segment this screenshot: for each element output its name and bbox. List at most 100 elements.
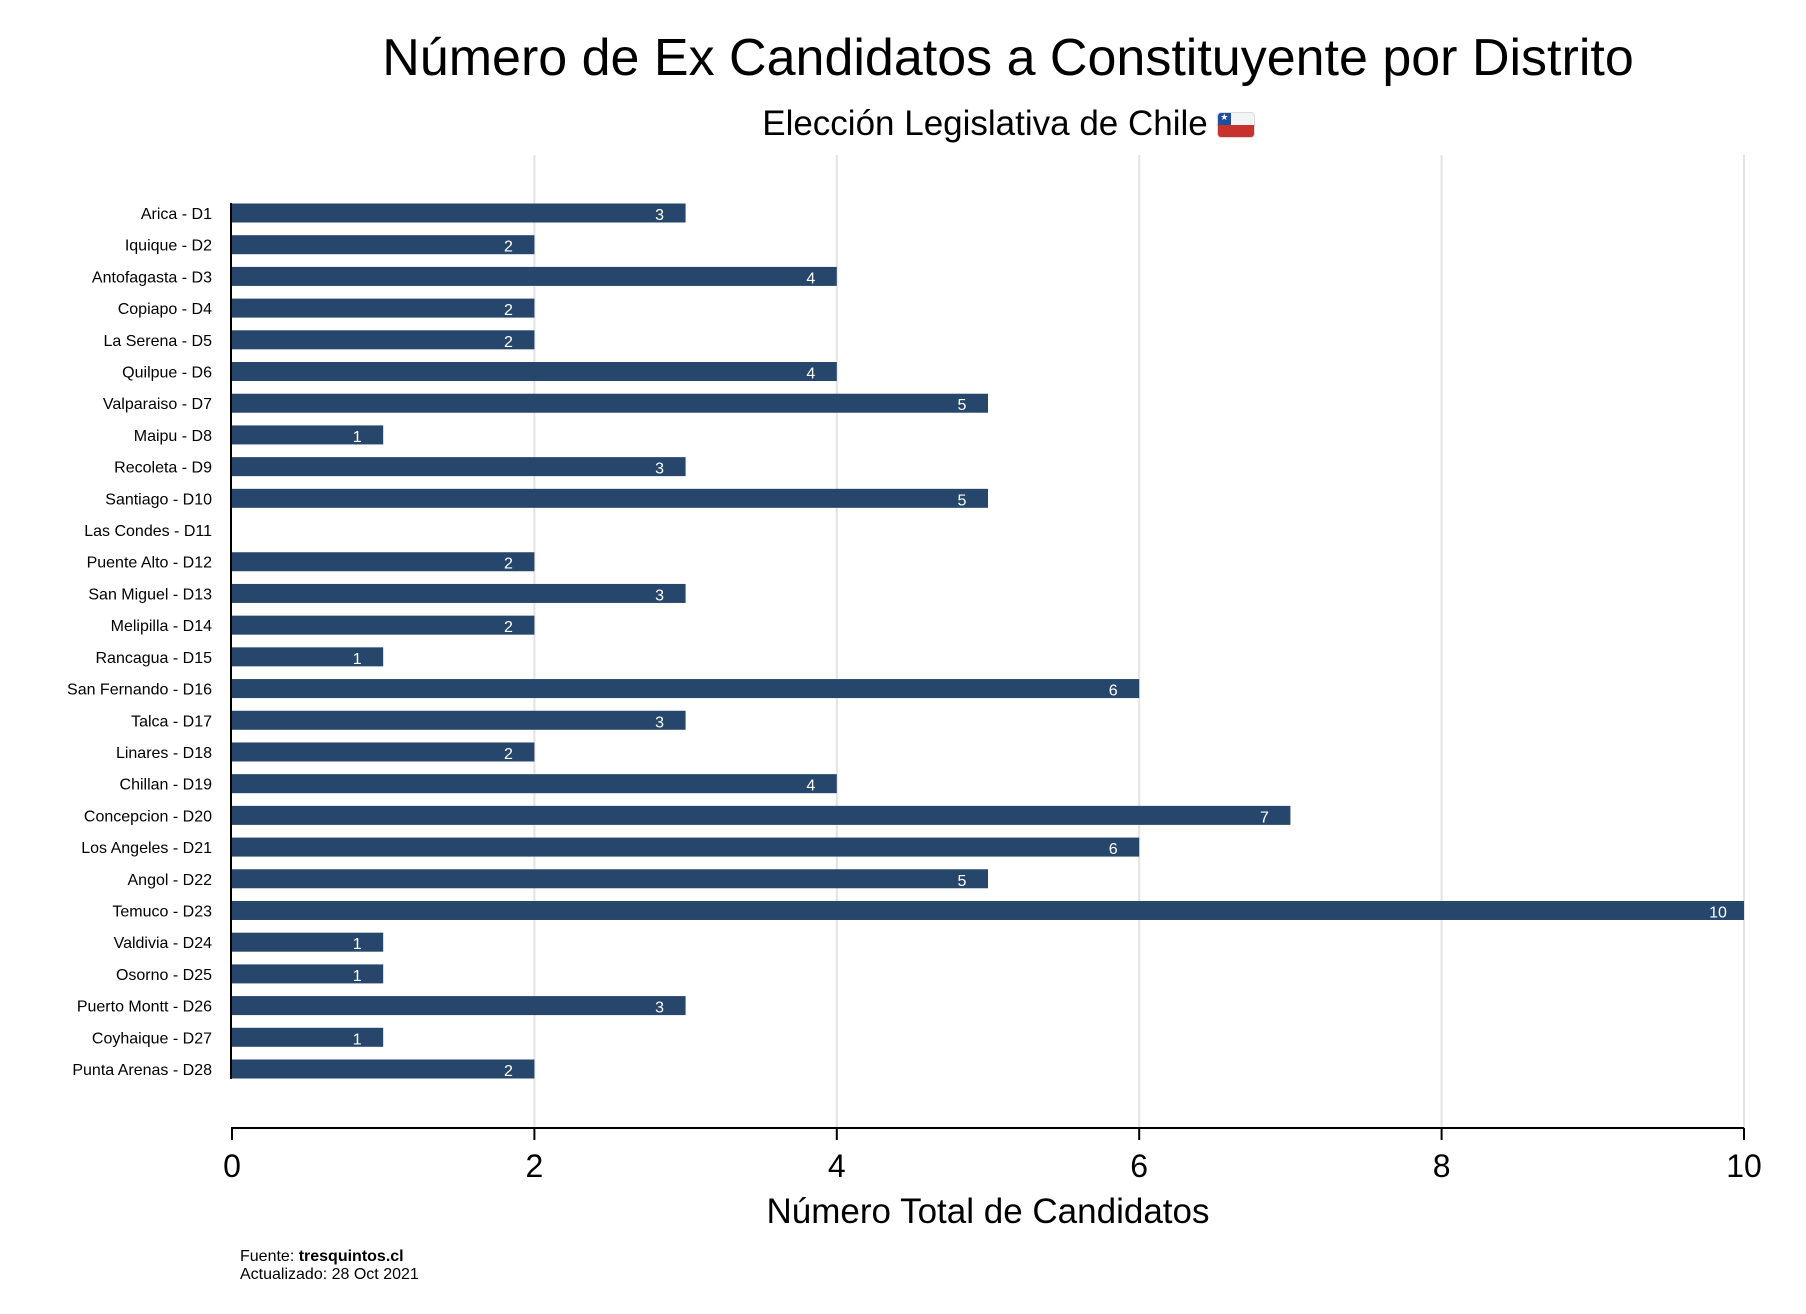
category-label-5: La Serena - D5	[103, 333, 212, 350]
source-name: tresquintos.cl	[298, 1248, 404, 1265]
x-tick-label-1: 2	[526, 1148, 544, 1184]
category-label-18: Linares - D18	[116, 745, 212, 762]
data-label-9: 3	[655, 461, 664, 478]
data-label-28: 2	[504, 1063, 513, 1080]
data-label-10: 5	[958, 492, 967, 509]
bar-12	[232, 552, 535, 572]
bar-19	[232, 774, 837, 794]
data-label-17: 3	[655, 714, 664, 731]
bar-21	[232, 837, 1140, 857]
category-label-17: Talca - D17	[131, 713, 212, 730]
category-label-11: Las Condes - D11	[84, 523, 212, 540]
bar-13	[232, 583, 686, 603]
source-prefix: Fuente:	[240, 1248, 299, 1265]
chart-subtitle-text: Elección Legislativa de Chile	[762, 104, 1208, 143]
bar-14	[232, 615, 535, 635]
data-label-12: 2	[504, 556, 513, 573]
x-tick-label-0: 0	[223, 1148, 241, 1184]
x-tick-label-5: 10	[1726, 1148, 1762, 1184]
data-label-26: 3	[655, 1000, 664, 1017]
data-label-6: 4	[806, 366, 815, 383]
category-label-12: Puente Alto - D12	[87, 555, 213, 572]
data-label-27: 1	[353, 1031, 362, 1048]
category-label-21: Los Angeles - D21	[81, 840, 212, 857]
category-label-14: Melipilla - D14	[111, 618, 212, 635]
bar-17	[232, 710, 686, 730]
bar-7	[232, 393, 988, 413]
chart-subtitle: Elección Legislativa de Chile ★	[0, 104, 1806, 144]
category-label-13: San Miguel - D13	[88, 586, 212, 603]
chart-title: Número de Ex Candidatos a Constituyente …	[382, 29, 1634, 87]
data-label-22: 5	[958, 873, 967, 890]
data-label-1: 3	[655, 207, 664, 224]
bar-18	[232, 742, 535, 762]
bar-9	[232, 457, 686, 477]
x-axis-title: Número Total de Candidatos	[767, 1192, 1210, 1231]
category-label-1: Arica - D1	[141, 206, 212, 223]
category-label-2: Iquique - D2	[125, 238, 212, 255]
category-label-4: Copiapo - D4	[118, 301, 212, 318]
category-label-23: Temuco - D23	[112, 903, 212, 920]
x-tick-label-3: 6	[1130, 1148, 1148, 1184]
data-label-13: 3	[655, 587, 664, 604]
data-label-14: 2	[504, 619, 513, 636]
bar-15	[232, 647, 384, 667]
bar-26	[232, 996, 686, 1016]
data-label-20: 7	[1260, 809, 1269, 826]
bar-3	[232, 266, 837, 286]
chile-flag-icon: ★	[1217, 113, 1254, 137]
bar-1	[232, 203, 686, 223]
category-label-16: San Fernando - D16	[67, 682, 212, 699]
data-label-7: 5	[958, 397, 967, 414]
bar-22	[232, 869, 988, 889]
category-label-26: Puerto Montt - D26	[77, 999, 212, 1016]
bar-24	[232, 932, 384, 952]
data-label-24: 1	[353, 936, 362, 953]
bar-16	[232, 679, 1140, 699]
bar-5	[232, 330, 535, 350]
bar-6	[232, 362, 837, 382]
category-label-8: Maipu - D8	[134, 428, 212, 445]
bar-2	[232, 235, 535, 255]
data-label-23: 10	[1709, 904, 1727, 921]
data-label-5: 2	[504, 334, 513, 351]
bar-8	[232, 425, 384, 445]
data-label-21: 6	[1109, 841, 1118, 858]
category-label-3: Antofagasta - D3	[92, 269, 212, 286]
bar-25	[232, 964, 384, 984]
source-note: Fuente: tresquintos.cl	[240, 1248, 419, 1266]
data-label-8: 1	[353, 429, 362, 446]
bar-27	[232, 1027, 384, 1047]
bar-4	[232, 298, 535, 318]
data-label-15: 1	[353, 651, 362, 668]
bar-20	[232, 805, 1291, 825]
bar-23	[232, 900, 1744, 920]
data-label-4: 2	[504, 302, 513, 319]
category-label-10: Santiago - D10	[105, 491, 212, 508]
x-tick-label-2: 4	[828, 1148, 846, 1184]
bar-10	[232, 488, 988, 508]
category-label-27: Coyhaique - D27	[92, 1030, 212, 1047]
updated-note: Actualizado: 28 Oct 2021	[240, 1266, 419, 1283]
category-label-19: Chillan - D19	[120, 777, 213, 794]
category-label-20: Concepcion - D20	[84, 808, 212, 825]
bar-28	[232, 1059, 535, 1079]
category-label-9: Recoleta - D9	[114, 460, 212, 477]
data-label-25: 1	[353, 968, 362, 985]
x-tick-label-4: 8	[1433, 1148, 1451, 1184]
data-label-19: 4	[806, 778, 815, 795]
category-label-7: Valparaiso - D7	[103, 396, 212, 413]
data-label-2: 2	[504, 239, 513, 256]
category-label-15: Rancagua - D15	[95, 650, 212, 667]
category-label-28: Punta Arenas - D28	[72, 1062, 212, 1079]
category-label-24: Valdivia - D24	[114, 935, 213, 952]
data-label-3: 4	[806, 270, 815, 287]
data-label-18: 2	[504, 746, 513, 763]
chart-footer: Fuente: tresquintos.cl Actualizado: 28 O…	[240, 1248, 419, 1284]
data-label-16: 6	[1109, 683, 1118, 700]
category-label-6: Quilpue - D6	[122, 365, 212, 382]
category-label-25: Osorno - D25	[116, 967, 212, 984]
category-label-22: Angol - D22	[128, 872, 213, 889]
